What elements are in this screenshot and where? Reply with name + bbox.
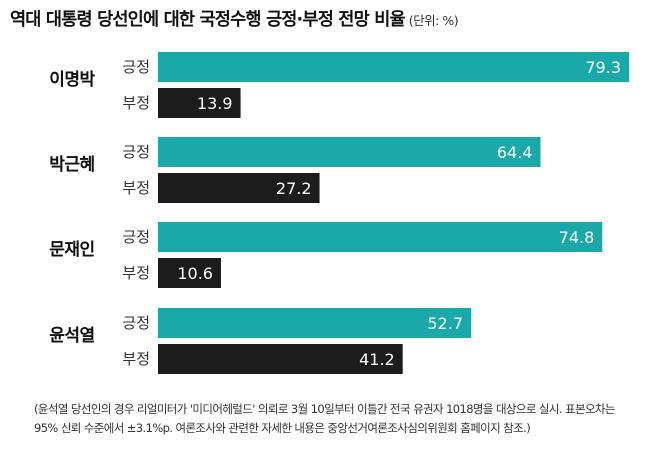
- series-label: 긍정: [122, 58, 150, 76]
- series-label: 긍정: [122, 143, 150, 161]
- series-label: 긍정: [122, 228, 150, 246]
- positive-bar: [158, 137, 541, 167]
- value-label: 74.8: [559, 228, 595, 247]
- category-label: 이명박: [49, 70, 95, 90]
- value-label: 64.4: [497, 143, 533, 162]
- value-label: 10.6: [177, 264, 213, 283]
- value-label: 41.2: [359, 350, 395, 369]
- chart-title-row: 역대 대통령 당선인에 대한 국정수행 긍정·부정 전망 비율 (단위: %): [10, 6, 459, 31]
- chart-title: 역대 대통령 당선인에 대한 국정수행 긍정·부정 전망 비율: [10, 10, 406, 30]
- series-label: 부정: [122, 179, 150, 197]
- series-label: 긍정: [122, 314, 150, 332]
- series-label: 부정: [122, 350, 150, 368]
- negative-bar: [158, 88, 241, 118]
- negative-bar: [158, 258, 221, 288]
- value-label: 52.7: [427, 314, 463, 333]
- series-label: 부정: [122, 264, 150, 282]
- positive-bar: [158, 222, 603, 252]
- positive-bar: [158, 52, 629, 82]
- category-label: 문재인: [49, 240, 94, 260]
- negative-bar: [158, 173, 320, 203]
- category-label: 박근혜: [49, 155, 94, 175]
- value-label: 13.9: [197, 94, 233, 113]
- category-label: 윤석열: [49, 326, 94, 346]
- value-label: 79.3: [585, 58, 621, 77]
- negative-bar: [158, 344, 403, 374]
- value-label: 27.2: [276, 179, 312, 198]
- survey-note: (윤석열 당선인의 경우 리얼미터가 '미디어헤럴드' 의뢰로 3월 10일부터…: [34, 402, 616, 435]
- series-label: 부정: [122, 94, 150, 112]
- positive-bar: [158, 308, 472, 338]
- unit-label: (단위: %): [408, 13, 459, 28]
